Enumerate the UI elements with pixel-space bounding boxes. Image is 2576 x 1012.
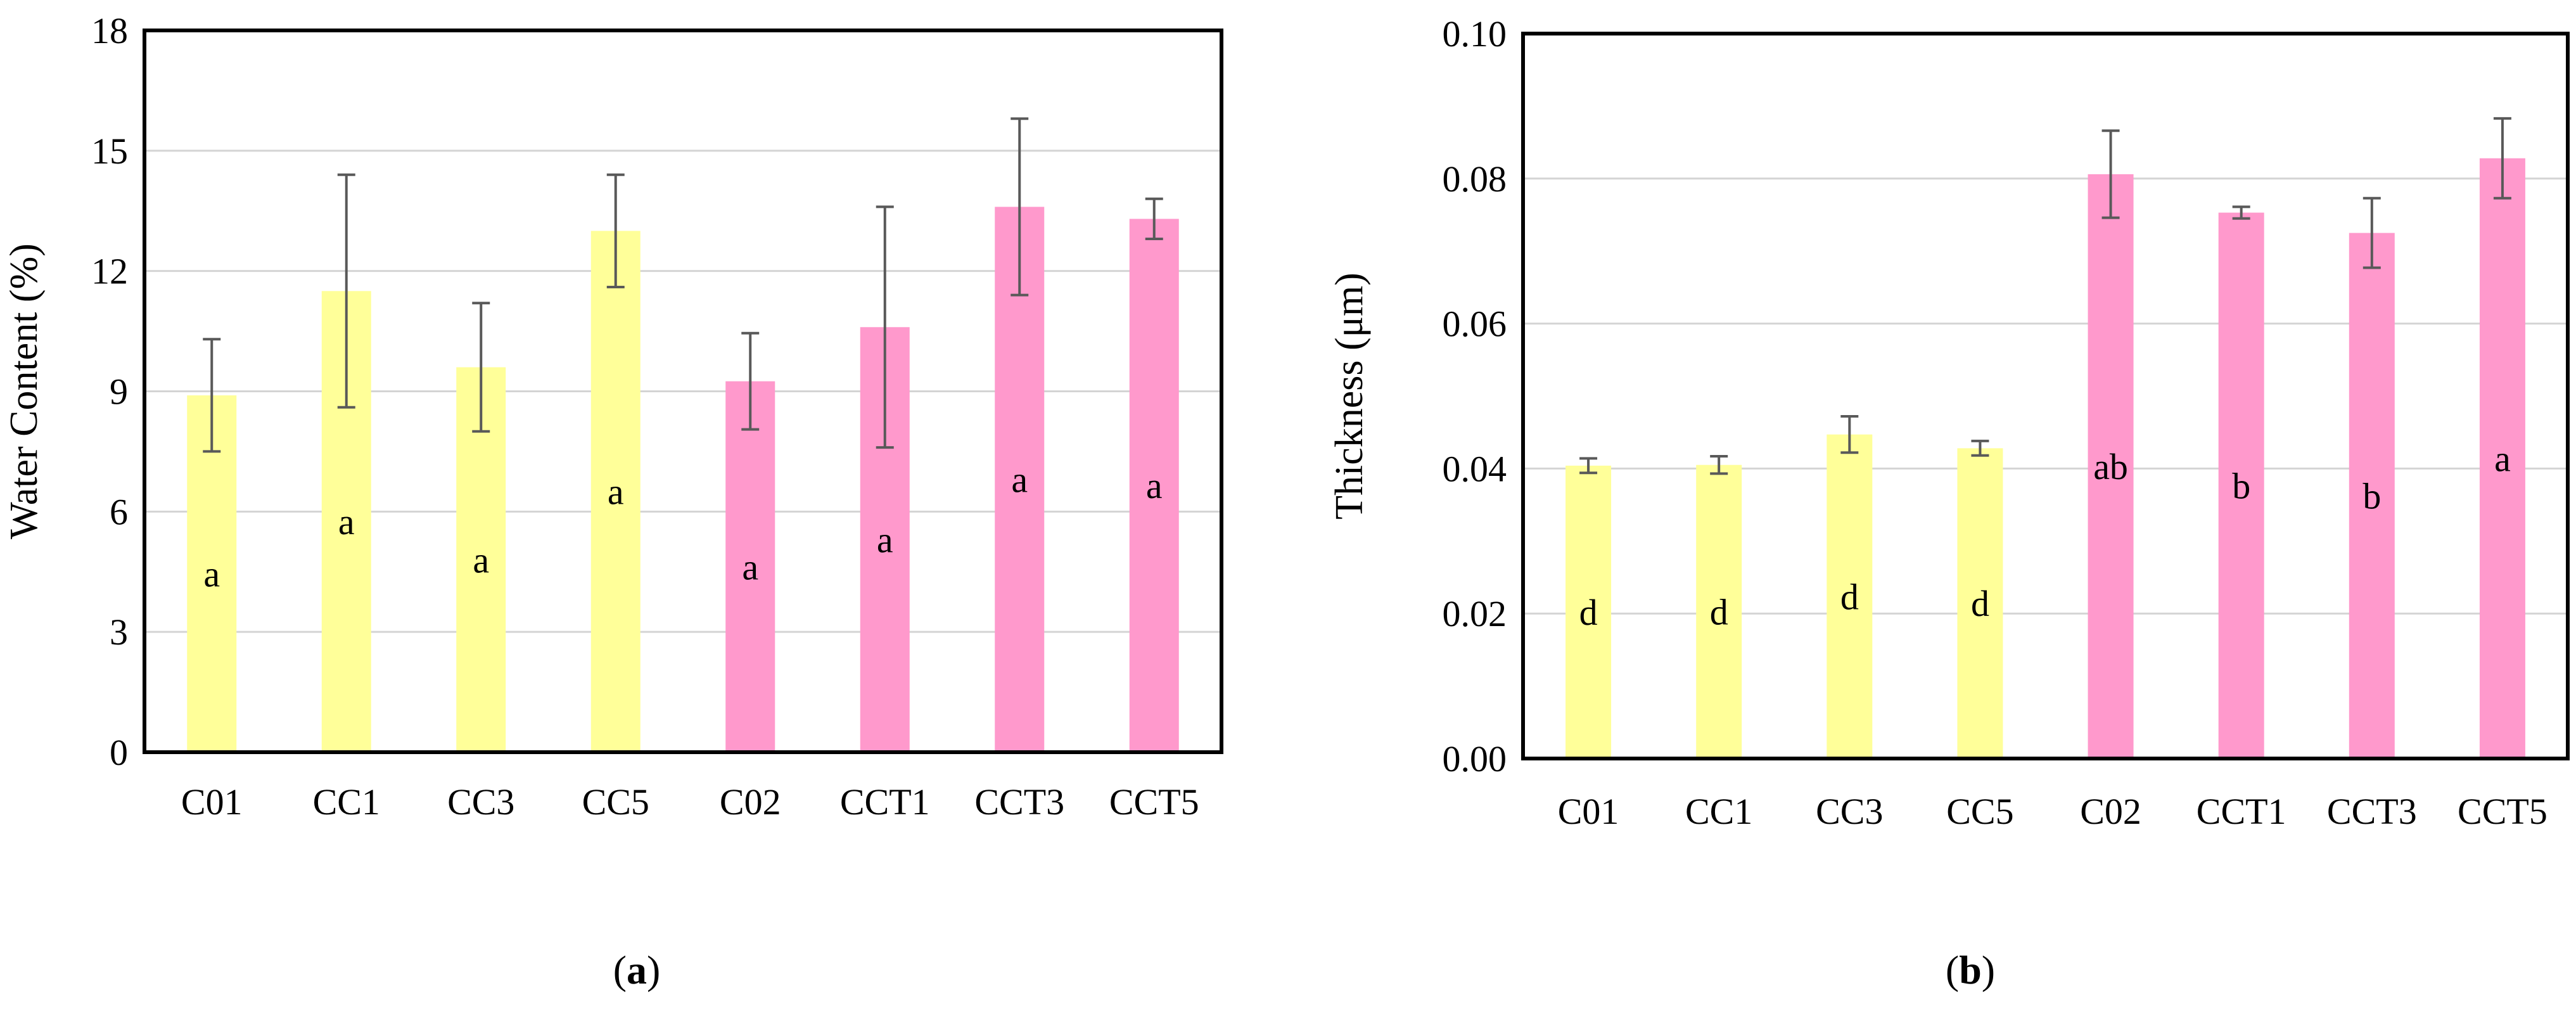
x-tick-label: CCT3: [2327, 791, 2417, 832]
chart-panel-a: 0 3 6 9 12 15 18 a C01 a CC1 a CC3 a CC5 a C02 a CCT1 a CCT3…: [3, 10, 1223, 992]
x-tick-label: CC3: [447, 781, 514, 823]
bar-C01: [187, 395, 237, 752]
significance-label: b: [2232, 465, 2250, 506]
bar-CC5: [590, 231, 641, 752]
x-tick-label: CCT5: [2458, 791, 2547, 832]
x-tick-label: CC3: [1816, 791, 1883, 832]
significance-label: d: [1840, 576, 1859, 617]
x-tick-label: C01: [181, 781, 243, 823]
y-tick-label: 9: [110, 371, 128, 413]
x-tick-label: CCT1: [2197, 791, 2286, 832]
x-tick-label: CC5: [582, 781, 649, 823]
y-tick-label: 0.04: [1443, 448, 1507, 489]
significance-label: a: [473, 539, 489, 580]
significance-label: ab: [2093, 446, 2128, 487]
x-tick-label: C02: [720, 781, 781, 823]
x-tick-label: C02: [2080, 791, 2141, 832]
y-tick-label: 0.08: [1443, 158, 1507, 200]
x-tick-label: CC1: [1685, 791, 1752, 832]
x-tick-label: CC5: [1946, 791, 2013, 832]
panel-label: (b): [1946, 947, 1995, 992]
y-tick-label: 3: [110, 612, 128, 653]
y-tick-label: 0: [110, 732, 128, 773]
significance-label: a: [608, 471, 624, 513]
y-axis-title: Thickness (μm): [1328, 272, 1371, 520]
bar-CCT5: [1129, 219, 1179, 753]
panel-label: (a): [613, 947, 661, 992]
plot-frame: [1521, 32, 2570, 760]
y-tick-label: 0.00: [1443, 738, 1507, 779]
x-tick-label: CCT5: [1109, 781, 1199, 823]
y-tick-label: 0.02: [1443, 593, 1507, 634]
bar-C02: [2088, 174, 2134, 759]
significance-label: b: [2362, 475, 2381, 516]
y-tick-label: 0.06: [1443, 304, 1507, 345]
significance-label: a: [203, 553, 220, 594]
y-axis-title: Water Content (%): [3, 243, 46, 539]
bar-CCT3: [2349, 233, 2395, 759]
x-tick-label: CCT1: [840, 781, 930, 823]
x-tick-label: CC1: [313, 781, 380, 823]
significance-label: a: [742, 546, 758, 587]
significance-label: d: [1710, 591, 1728, 632]
bar-CC5: [1957, 448, 2003, 759]
significance-label: d: [1971, 583, 1989, 624]
bar-C02: [725, 381, 775, 752]
bar-CCT1: [2218, 212, 2264, 759]
bar-CCT3: [995, 207, 1045, 752]
bar-CCT5: [2479, 158, 2525, 759]
plot-frame: [143, 29, 1223, 754]
significance-label: d: [1579, 592, 1598, 633]
y-tick-label: 15: [91, 131, 128, 172]
chart-panel-b: 0.00 0.02 0.04 0.06 0.08 0.10 d C01 d CC1 d CC3 d CC5…: [1328, 13, 2570, 992]
y-tick-label: 12: [91, 251, 128, 292]
bar-CC1: [1696, 464, 1742, 759]
y-tick-label: 6: [110, 491, 128, 532]
x-tick-label: C01: [1558, 791, 1619, 832]
x-tick-label: CCT3: [974, 781, 1064, 823]
bar-C01: [1565, 465, 1612, 759]
significance-label: a: [1011, 459, 1028, 501]
significance-label: a: [877, 520, 893, 561]
y-tick-label: 0.10: [1443, 13, 1507, 54]
y-tick-label: 18: [91, 10, 128, 51]
significance-label: a: [2494, 438, 2511, 479]
bar-CC3: [1827, 434, 1873, 759]
significance-label: a: [1146, 465, 1163, 506]
significance-label: a: [338, 501, 355, 542]
